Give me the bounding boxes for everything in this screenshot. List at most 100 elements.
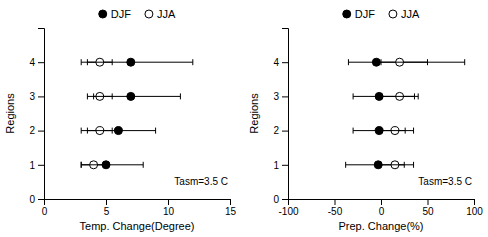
error-bar-line: [81, 164, 143, 165]
legend-marker: [389, 10, 397, 18]
error-bar-cap: [414, 93, 415, 99]
y-tick-label: 1: [273, 160, 279, 171]
error-bar-cap: [180, 93, 181, 99]
point: [114, 127, 122, 135]
point: [375, 127, 383, 135]
error-bar: [81, 162, 143, 168]
error-bar: [87, 128, 155, 134]
x-tick: 5: [104, 199, 110, 217]
y-tick-label: 2: [29, 125, 35, 136]
error-bar-cap: [81, 162, 82, 168]
legend-marker: [99, 10, 107, 18]
annotation: Tasm=3.5 C: [418, 176, 472, 187]
x-tick: -50: [328, 199, 343, 217]
x-tick-label: 0: [379, 206, 385, 217]
x-tick: 0: [42, 199, 48, 217]
error-bar: [94, 93, 181, 99]
point: [375, 92, 383, 100]
series: [81, 58, 112, 169]
error-bar-line: [348, 62, 427, 63]
error-bar: [353, 128, 405, 134]
y-tick-label: 3: [29, 91, 35, 102]
panel: -100-5005010001234Prep. Change(%)Regions…: [248, 8, 483, 232]
legend-label: JJA: [157, 8, 176, 20]
x-axis-title: Temp. Change(Degree): [80, 220, 195, 232]
point: [127, 58, 135, 66]
y-tick-label: 3: [273, 91, 279, 102]
error-bar-cap: [413, 128, 414, 134]
legend: DJF JJA: [99, 8, 176, 20]
y-tick: 4: [29, 57, 44, 68]
y-tick-mark: [282, 62, 288, 63]
error-bar-cap: [345, 162, 346, 168]
point: [374, 161, 382, 169]
error-bar-cap: [81, 128, 82, 134]
point: [372, 58, 380, 66]
y-tick: 3: [273, 91, 288, 102]
y-tick-label: 1: [29, 160, 35, 171]
y-axis-title: Regions: [248, 93, 260, 134]
x-axis: -100 -50 0 50 100: [278, 199, 483, 217]
x-tick-label: 5: [104, 206, 110, 217]
y-tick-label: 4: [29, 57, 35, 68]
error-bar-cap: [353, 128, 354, 134]
x-tick-label: 0: [42, 206, 48, 217]
y-axis-title: Regions: [4, 93, 16, 134]
y-axis: 0 1 2 3 4: [273, 29, 288, 205]
figure: 05101501234Temp. Change(Degree)RegionsTa…: [0, 0, 488, 237]
error-bar-cap: [418, 93, 419, 99]
y-tick: 2: [29, 125, 44, 136]
legend-marker: [145, 10, 153, 18]
point: [127, 92, 135, 100]
y-axis-line: [38, 29, 45, 200]
x-axis: 0 5 10 15: [42, 199, 237, 217]
x-tick: 10: [163, 199, 175, 217]
y-tick-mark: [38, 199, 44, 200]
error-bar-cap: [413, 162, 414, 168]
error-bar-cap: [464, 59, 465, 65]
error-bar-cap: [81, 59, 82, 65]
error-bar-cap: [353, 93, 354, 99]
x-tick: 0: [379, 199, 385, 217]
legend-label: DJF: [355, 8, 375, 20]
y-tick: 1: [29, 160, 44, 171]
error-bar-line: [353, 96, 414, 97]
error-bar-cap: [348, 59, 349, 65]
x-tick: -100: [278, 199, 298, 217]
x-tick-mark: [230, 199, 231, 205]
y-tick: 4: [273, 57, 288, 68]
y-tick: 1: [273, 160, 288, 171]
y-axis-line: [282, 29, 289, 200]
y-tick-label: 2: [273, 125, 279, 136]
legend-label: DJF: [111, 8, 131, 20]
point: [102, 161, 110, 169]
series: [376, 58, 464, 169]
legend-item: JJA: [145, 8, 176, 20]
x-tick-label: 50: [422, 206, 434, 217]
error-bar-cap: [87, 59, 88, 65]
plot-area: [81, 58, 193, 169]
x-tick-mark: [428, 199, 429, 205]
x-axis-line: [289, 200, 475, 206]
y-tick-mark: [282, 131, 288, 132]
error-bar: [353, 93, 414, 99]
series: [346, 58, 428, 169]
error-bar-cap: [87, 128, 88, 134]
error-bar-cap: [87, 93, 88, 99]
x-tick-label: 15: [225, 206, 237, 217]
error-bar-cap: [93, 93, 94, 99]
error-bar-cap: [155, 128, 156, 134]
error-bar-cap: [81, 162, 82, 168]
y-tick-mark: [38, 131, 44, 132]
error-bar: [348, 59, 427, 65]
x-tick: 100: [466, 199, 483, 217]
error-bar-cap: [404, 162, 405, 168]
x-axis-line: [45, 200, 231, 206]
y-tick-mark: [38, 62, 44, 63]
error-bar-line: [94, 96, 181, 97]
y-tick-label: 4: [273, 57, 279, 68]
y-tick-mark: [38, 165, 44, 166]
x-tick-label: -100: [278, 206, 298, 217]
x-tick: 50: [422, 199, 434, 217]
y-tick-label: 0: [273, 194, 279, 205]
